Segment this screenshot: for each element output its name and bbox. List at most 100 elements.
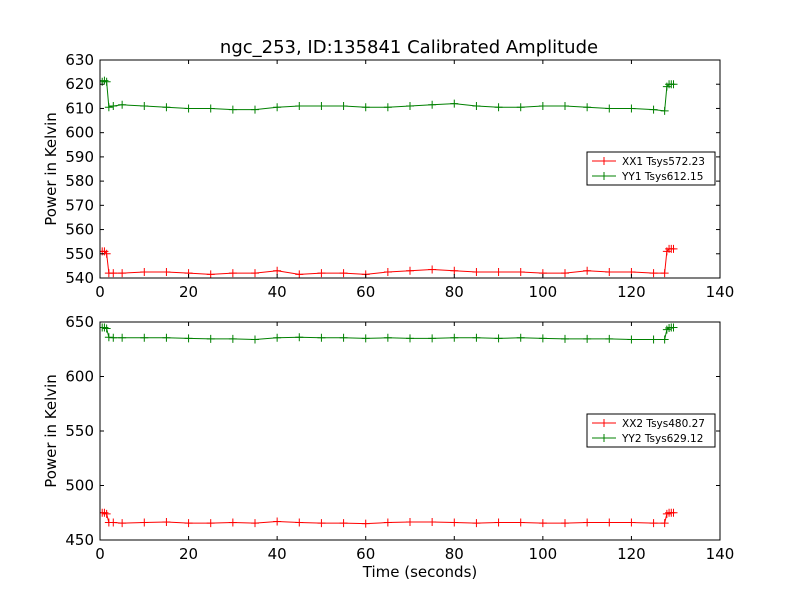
data-point <box>494 103 503 112</box>
legend-marker <box>600 172 608 180</box>
data-point <box>104 103 113 112</box>
x-tick-label: 60 <box>356 283 375 301</box>
legend-label: XX1 Tsys572.23 <box>622 156 705 168</box>
data-point <box>118 269 127 278</box>
data-point <box>561 519 569 528</box>
data-point <box>339 333 348 342</box>
data-point <box>295 518 304 527</box>
data-point <box>317 333 326 342</box>
data-point <box>583 518 592 527</box>
chart-title: ngc_253, ID:135841 Calibrated Amplitude <box>220 37 598 58</box>
y-tick-label: 550 <box>65 422 94 440</box>
legend-box <box>586 413 716 448</box>
data-point <box>669 508 678 517</box>
data-point <box>428 334 437 343</box>
y-tick-label: 540 <box>65 269 94 287</box>
data-point <box>140 102 149 111</box>
data-point <box>516 518 525 527</box>
data-point <box>184 104 193 113</box>
data-point <box>662 325 671 334</box>
data-point <box>583 266 592 275</box>
legend-label: YY2 Tsys629.12 <box>621 433 703 445</box>
x-tick-label: 60 <box>356 545 375 563</box>
data-point <box>406 102 414 111</box>
data-point <box>561 269 569 278</box>
data-point <box>206 270 215 278</box>
legend-label: YY1 Tsys612.15 <box>621 171 703 183</box>
legend-box <box>586 151 716 186</box>
data-point <box>383 103 392 112</box>
x-tick-label: 140 <box>706 283 735 301</box>
data-point <box>669 323 678 332</box>
y-tick-label: 560 <box>65 221 94 239</box>
axes-frame <box>99 59 721 279</box>
y-tick-label: 590 <box>65 148 94 166</box>
data-point <box>450 99 459 108</box>
data-point <box>317 269 326 278</box>
data-point <box>660 269 669 278</box>
data-point <box>406 334 414 343</box>
data-point <box>472 519 481 528</box>
data-point <box>109 518 118 527</box>
data-point <box>516 103 525 112</box>
data-point <box>109 333 118 342</box>
data-point <box>109 269 118 278</box>
data-point <box>383 333 392 342</box>
y-tick-label: 630 <box>65 51 94 69</box>
data-point <box>450 518 459 527</box>
x-tick-label: 100 <box>529 283 558 301</box>
data-point <box>102 77 111 86</box>
x-tick-label: 140 <box>706 545 735 563</box>
data-point <box>472 267 481 276</box>
data-point <box>494 334 503 343</box>
data-point <box>339 519 348 528</box>
data-point <box>516 267 525 276</box>
x-tick-label: 80 <box>445 283 464 301</box>
data-point <box>627 335 636 344</box>
data-point <box>206 334 215 343</box>
data-point <box>406 518 414 527</box>
data-point <box>162 333 171 342</box>
data-point <box>494 518 503 527</box>
x-tick-label: 0 <box>95 545 105 563</box>
data-point <box>428 518 437 527</box>
data-point <box>102 509 111 518</box>
data-point <box>428 265 437 274</box>
data-point <box>273 266 282 275</box>
data-point <box>251 335 259 344</box>
y-axis-label: Power in Kelvin <box>42 374 60 488</box>
data-point <box>383 267 392 276</box>
x-tick-label: 20 <box>179 283 198 301</box>
data-point <box>428 100 437 109</box>
x-tick-label: 0 <box>95 283 105 301</box>
y-tick-label: 450 <box>65 531 94 549</box>
data-point <box>472 333 481 342</box>
data-point <box>516 333 525 342</box>
y-tick-label: 600 <box>65 368 94 386</box>
data-point <box>206 104 215 113</box>
data-point <box>102 324 111 333</box>
data-point <box>273 517 282 526</box>
data-point <box>228 105 237 114</box>
x-axis-label: Time (seconds) <box>362 563 478 581</box>
plot-area <box>100 76 678 278</box>
legend-label: XX2 Tsys480.27 <box>622 418 705 430</box>
data-point <box>140 267 149 276</box>
data-point <box>228 518 237 527</box>
data-point <box>627 104 636 113</box>
data-point <box>251 269 259 278</box>
y-tick-label: 610 <box>65 99 94 117</box>
data-point <box>339 102 348 111</box>
y-axis-label: Power in Kelvin <box>42 112 60 226</box>
data-point <box>206 519 215 528</box>
data-point <box>162 267 171 276</box>
plot-area <box>100 323 678 528</box>
data-point <box>649 335 658 344</box>
x-tick-label: 80 <box>445 545 464 563</box>
y-tick-label: 650 <box>65 313 94 331</box>
x-tick-label: 100 <box>529 545 558 563</box>
data-point <box>627 518 636 527</box>
data-point <box>605 104 614 113</box>
data-point <box>660 106 669 115</box>
data-point <box>605 334 614 343</box>
